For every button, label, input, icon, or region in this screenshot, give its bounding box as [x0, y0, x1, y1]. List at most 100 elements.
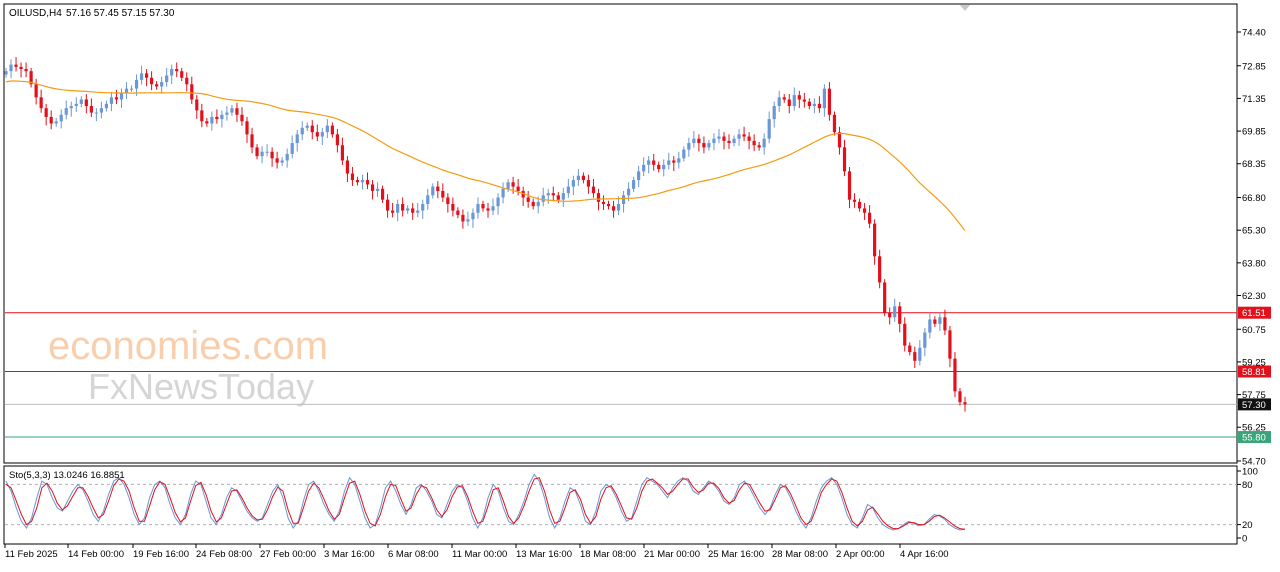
candle-body: [74, 103, 78, 107]
candle-body: [160, 82, 164, 87]
candle-body: [516, 186, 520, 191]
time-tick-label: 13 Mar 16:00: [516, 549, 572, 560]
candle-body: [868, 212, 872, 224]
level-tag-label: 61.51: [1242, 308, 1266, 319]
candle-body: [888, 312, 892, 318]
candle-body: [39, 97, 43, 109]
candle-body: [305, 125, 309, 128]
candle-body: [210, 116, 214, 124]
candle-body: [461, 214, 465, 222]
candle-body: [406, 208, 410, 211]
candle-body: [923, 332, 927, 348]
candle-body: [275, 158, 279, 163]
candle-body: [330, 125, 334, 135]
candle-body: [501, 188, 505, 198]
candle-body: [200, 110, 204, 122]
candle-body: [180, 71, 184, 78]
price-tick-label: 57.75: [1242, 390, 1266, 401]
candle-body: [762, 138, 766, 148]
price-panel[interactable]: [3, 3, 1238, 464]
candle-body: [827, 88, 832, 115]
candle-body: [401, 204, 405, 211]
candle-body: [466, 219, 470, 222]
candle-body: [953, 358, 957, 392]
candle-body: [34, 84, 38, 98]
candle-body: [185, 77, 189, 85]
candle-body: [64, 108, 68, 115]
candle-body: [672, 160, 676, 163]
candle-body: [621, 195, 626, 205]
candle-body: [792, 95, 796, 107]
candle-body: [511, 182, 515, 187]
candle-body: [692, 138, 696, 144]
candle-body: [807, 101, 811, 107]
watermark-fxnewstoday: FxNewsToday: [88, 366, 314, 407]
candle-body: [536, 201, 540, 207]
candle-body: [215, 116, 219, 120]
candle-body: [707, 143, 711, 148]
candle-body: [421, 204, 425, 211]
candle-body: [657, 164, 661, 170]
candle-body: [772, 106, 776, 120]
candle-body: [521, 190, 525, 198]
chart-symbol: OILUSD,H4: [9, 8, 62, 19]
time-tick-label: 6 Mar 08:00: [388, 549, 439, 560]
candle-body: [757, 145, 761, 148]
watermark-economies: economies.com: [48, 324, 328, 368]
candle-body: [883, 282, 887, 313]
candle-body: [616, 204, 621, 211]
price-tick-label: 56.25: [1242, 423, 1266, 434]
level-price-tags: 61.51 58.81 57.30 55.80: [1238, 306, 1271, 444]
candle-body: [195, 99, 199, 111]
candle-body: [84, 99, 88, 107]
candle-body: [928, 319, 932, 333]
candle-body: [391, 210, 395, 213]
candle-body: [315, 132, 319, 137]
candle-body: [702, 143, 706, 148]
candle-body: [310, 125, 314, 133]
level-tag-label: 55.80: [1242, 433, 1266, 444]
candle-body: [777, 97, 781, 107]
time-tick-label: 21 Mar 00:00: [644, 549, 700, 560]
candle-body: [109, 97, 114, 104]
candle-body: [290, 143, 294, 154]
candle-body: [948, 330, 952, 359]
candle-body: [903, 323, 907, 346]
candle-body: [898, 306, 902, 324]
candle-body: [652, 160, 656, 165]
candle-body: [817, 103, 821, 109]
time-tick-label: 24 Feb 08:00: [196, 549, 252, 560]
candle-body: [873, 223, 877, 257]
candle-body: [119, 92, 124, 100]
time-tick-label: 11 Feb 2025: [5, 549, 58, 560]
candle-body: [320, 132, 324, 137]
candle-body: [255, 147, 259, 157]
time-tick-label: 27 Feb 00:00: [260, 549, 316, 560]
level-tag-label: 58.81: [1242, 367, 1266, 378]
candle-body: [124, 88, 129, 93]
candle-body: [637, 171, 641, 181]
candle-body: [139, 73, 144, 80]
candle-body: [235, 108, 239, 115]
candle-body: [606, 204, 611, 207]
candle-body: [396, 204, 400, 213]
candle-body: [802, 99, 806, 102]
candle-body: [441, 190, 445, 198]
candle-body: [566, 186, 570, 194]
candle-body: [787, 99, 791, 107]
price-tick-label: 60.75: [1242, 325, 1266, 336]
candle-body: [742, 134, 746, 137]
candle-body: [496, 197, 500, 207]
candle-body: [682, 149, 686, 159]
candle-body: [170, 69, 174, 76]
candle-body: [687, 143, 691, 150]
stochastic-axis: 100 80 20 0: [5, 467, 1258, 545]
candle-body: [375, 188, 380, 191]
chart-shift-marker[interactable]: [960, 5, 970, 11]
time-tick-label: 19 Feb 16:00: [133, 549, 189, 560]
candle-body: [878, 256, 882, 283]
candle-body: [581, 175, 586, 181]
candle-body: [481, 204, 485, 209]
